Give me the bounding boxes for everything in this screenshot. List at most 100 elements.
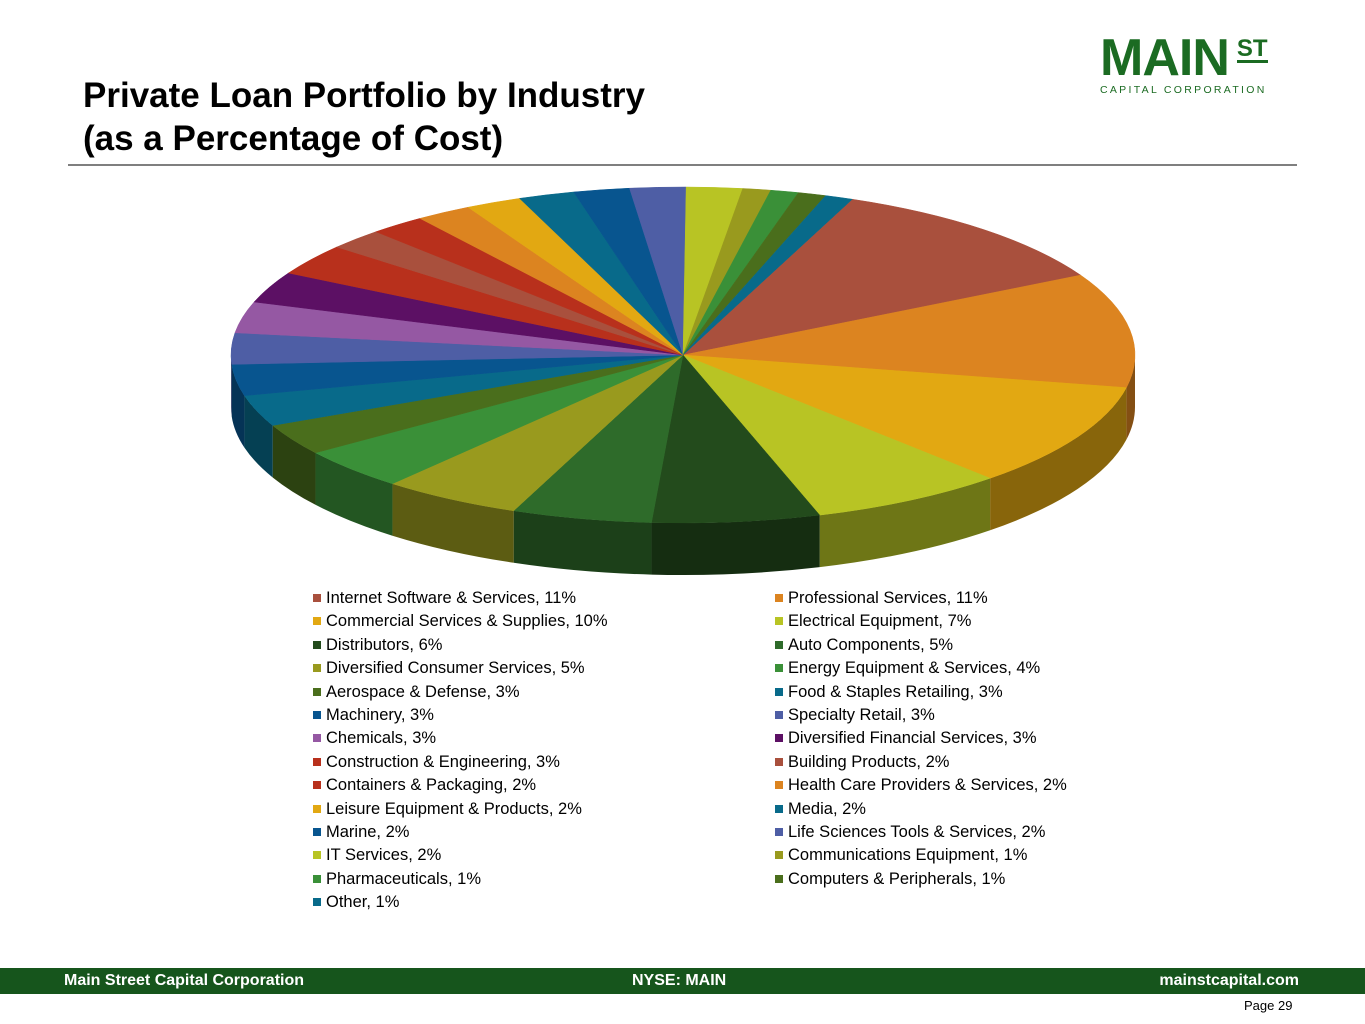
legend-item: Leisure Equipment & Products, 2%	[313, 799, 582, 819]
legend-item: Other, 1%	[313, 892, 399, 912]
legend-swatch	[313, 734, 321, 743]
legend-item: Electrical Equipment, 7%	[775, 611, 971, 631]
pie-slice-side	[231, 364, 245, 448]
legend-label: Specialty Retail, 3%	[788, 706, 935, 724]
pie-slice	[682, 274, 1136, 388]
legend-item: Life Sciences Tools & Services, 2%	[775, 822, 1045, 842]
legend-label: Diversified Financial Services, 3%	[788, 729, 1037, 748]
logo-subtitle: CAPITAL CORPORATION	[1100, 84, 1267, 96]
legend-item: Containers & Packaging, 2%	[313, 775, 536, 795]
legend-item: Internet Software & Services, 11%	[313, 588, 576, 608]
legend-label: Commercial Services & Supplies, 10%	[326, 612, 608, 631]
legend-item: Food & Staples Retailing, 3%	[775, 682, 1003, 702]
legend-swatch	[313, 757, 321, 766]
legend-label: Diversified Consumer Services, 5%	[326, 659, 585, 678]
pie-slice-side	[1126, 355, 1135, 440]
logo-main: MAIN	[1100, 29, 1230, 87]
legend-item: IT Services, 2%	[313, 845, 441, 865]
legend-swatch	[775, 804, 783, 813]
pie-slice-side	[315, 452, 393, 536]
pie-slice-side	[651, 515, 820, 575]
legend-label: Electrical Equipment, 7%	[788, 612, 972, 631]
legend-label: Professional Services, 11%	[788, 589, 988, 607]
page-number: Page 29	[1244, 998, 1293, 1013]
pie-sides	[231, 355, 1135, 575]
legend-swatch	[775, 757, 783, 766]
legend-swatch	[775, 851, 783, 860]
legend-item: Health Care Providers & Services, 2%	[775, 775, 1067, 795]
legend-swatch	[775, 874, 783, 883]
legend-label: Building Products, 2%	[788, 752, 950, 771]
pie-slice	[682, 198, 1082, 356]
legend-swatch	[775, 664, 783, 673]
legend-label: Auto Components, 5%	[788, 635, 954, 654]
legend-label: Other, 1%	[326, 893, 400, 912]
legend-swatch	[775, 781, 783, 790]
legend-label: Food & Staples Retailing, 3%	[788, 682, 1003, 701]
pie-slice	[391, 354, 684, 512]
legend-swatch	[313, 687, 321, 696]
legend-label: Computers & Peripherals, 1%	[788, 869, 1006, 888]
pie-slice	[682, 354, 991, 516]
legend-label: Leisure Equipment & Products, 2%	[326, 799, 582, 818]
legend-label: Marine, 2%	[326, 823, 410, 841]
footer-website[interactable]: mainstcapital.com	[1159, 972, 1299, 989]
pie-slice	[682, 195, 853, 356]
legend-swatch	[775, 734, 783, 743]
legend-swatch	[313, 898, 321, 907]
logo-st: ST	[1236, 35, 1268, 63]
legend-swatch	[313, 828, 321, 836]
legend-item: Auto Components, 5%	[775, 635, 953, 655]
footer-bar: Main Street Capital Corporation NYSE: MA…	[0, 968, 1365, 994]
pie-slice	[651, 354, 821, 524]
title-divider	[68, 164, 1297, 166]
legend-label: Energy Equipment & Services, 4%	[788, 659, 1041, 678]
legend-item: Computers & Peripherals, 1%	[775, 869, 1005, 889]
legend-label: Internet Software & Services, 11%	[326, 589, 577, 607]
legend-swatch	[775, 828, 783, 836]
legend-item: Communications Equipment, 1%	[775, 845, 1027, 865]
legend-swatch	[313, 617, 321, 626]
legend-label: Construction & Engineering, 3%	[326, 752, 560, 771]
legend-label: Aerospace & Defense, 3%	[326, 682, 520, 701]
legend-swatch	[775, 711, 783, 719]
legend-item: Pharmaceuticals, 1%	[313, 869, 481, 889]
legend-swatch	[313, 851, 321, 860]
main-street-logo: MAIN ST CAPITAL CORPORATION	[1100, 29, 1268, 97]
pie-slice-side	[231, 355, 232, 417]
legend-item: Construction & Engineering, 3%	[313, 752, 560, 772]
legend-label: Chemicals, 3%	[326, 729, 437, 748]
legend-label: Life Sciences Tools & Services, 2%	[788, 823, 1046, 841]
legend-swatch	[313, 781, 321, 790]
legend-swatch	[313, 664, 321, 673]
legend-item: Media, 2%	[775, 799, 866, 819]
legend-swatch	[313, 594, 321, 602]
legend-item: Building Products, 2%	[775, 752, 949, 772]
legend-label: Communications Equipment, 1%	[788, 846, 1028, 865]
legend-label: Media, 2%	[788, 799, 866, 818]
legend-item: Aerospace & Defense, 3%	[313, 682, 520, 702]
title-line-2: (as a Percentage of Cost)	[83, 119, 504, 158]
legend-label: Pharmaceuticals, 1%	[326, 869, 481, 888]
legend-swatch	[775, 687, 783, 696]
legend-label: Containers & Packaging, 2%	[326, 776, 537, 795]
pie-slice-side	[513, 510, 652, 575]
legend-item: Diversified Financial Services, 3%	[775, 728, 1037, 748]
legend-label: Distributors, 6%	[326, 635, 443, 654]
legend-swatch	[313, 804, 321, 813]
legend-swatch	[775, 640, 783, 649]
legend-item: Marine, 2%	[313, 822, 409, 842]
pie-slice-side	[990, 387, 1127, 531]
page-title: Private Loan Portfolio by Industry (as a…	[83, 74, 645, 160]
pie-slice-side	[272, 425, 316, 505]
legend-item: Distributors, 6%	[313, 635, 442, 655]
legend-item: Diversified Consumer Services, 5%	[313, 658, 585, 678]
legend-label: Machinery, 3%	[326, 706, 434, 724]
pie-slice-side	[819, 478, 991, 568]
legend-swatch	[313, 874, 321, 883]
legend-label: Health Care Providers & Services, 2%	[788, 776, 1067, 795]
legend-label: IT Services, 2%	[326, 846, 442, 865]
footer-company: Main Street Capital Corporation	[64, 972, 305, 989]
pie-slice	[682, 354, 1127, 479]
legend-swatch	[775, 594, 783, 602]
